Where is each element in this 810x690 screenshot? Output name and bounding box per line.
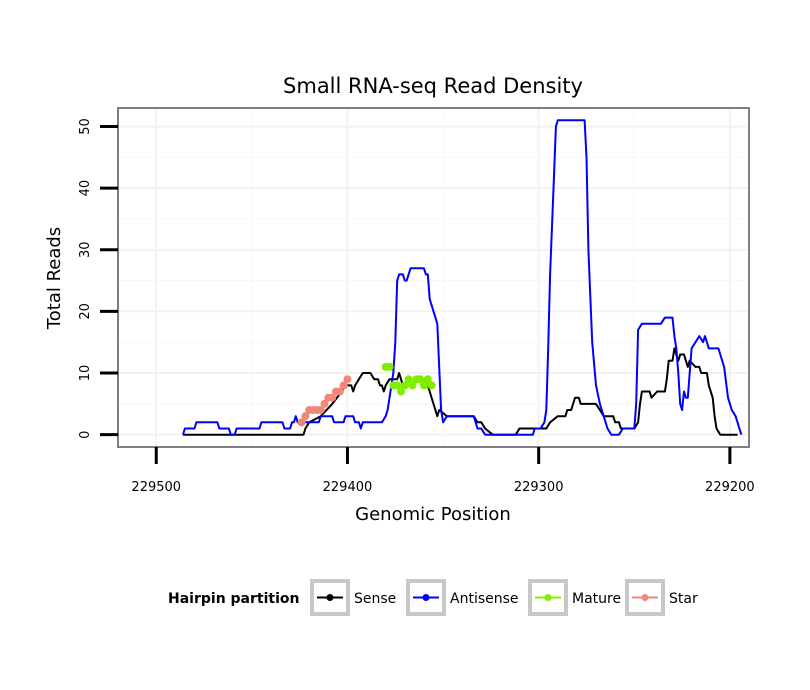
legend-label: Mature: [572, 591, 621, 607]
y-axis: 0 10 20 30 40 50: [78, 118, 118, 439]
mature-point: [404, 375, 413, 384]
star-point: [297, 418, 306, 427]
x-tick-label: 229400: [323, 480, 373, 495]
legend-item-antisense: Antisense: [406, 579, 519, 616]
mature-point: [400, 381, 409, 390]
series-layer: [182, 119, 743, 436]
legend-label: Antisense: [450, 591, 519, 607]
mature-point: [385, 362, 394, 371]
series-star: [297, 375, 352, 427]
chart-title: Small RNA-seq Read Density: [283, 74, 583, 98]
legend-item-mature: Mature: [528, 579, 621, 616]
star-point: [320, 399, 329, 408]
mature-point: [396, 387, 405, 396]
mature-point: [419, 381, 428, 390]
x-tick-label: 229200: [705, 480, 755, 495]
legend-label: Star: [669, 591, 698, 607]
star-point: [328, 393, 337, 402]
plot-panel: [118, 108, 749, 447]
series-sense: [183, 347, 738, 436]
star-point: [301, 412, 310, 421]
antisense-line: [182, 119, 743, 436]
legend-item-sense: Sense: [310, 579, 396, 616]
legend-label: Sense: [354, 591, 396, 607]
mature-point: [408, 381, 417, 390]
series-mature: [381, 362, 436, 396]
legend-key-point: [544, 594, 552, 601]
x-tick-label: 229300: [514, 480, 564, 495]
legend-items: Sense Antisense Mature Star: [310, 579, 698, 616]
mature-point: [427, 381, 436, 390]
mature-point: [423, 375, 432, 384]
y-tick-label: 30: [78, 241, 93, 258]
legend-key-point: [641, 594, 649, 601]
mature-point: [393, 381, 402, 390]
y-tick-label: 0: [78, 431, 93, 439]
y-axis-label: Total Reads: [44, 227, 65, 330]
y-tick-label: 50: [78, 118, 93, 135]
legend-title: Hairpin partition: [168, 591, 299, 607]
star-point: [343, 375, 352, 384]
y-tick-label: 40: [78, 180, 93, 197]
legend: Hairpin partition Sense Antisense Mature St…: [168, 579, 698, 616]
x-axis: 229500 229400 229300 229200: [131, 447, 755, 495]
legend-key-point: [326, 594, 334, 601]
sense-line: [183, 347, 738, 436]
legend-key-point: [422, 594, 430, 601]
plot-border: [117, 107, 750, 448]
series-antisense: [182, 119, 743, 436]
x-axis-label: Genomic Position: [355, 504, 511, 525]
y-tick-label: 20: [78, 303, 93, 320]
star-point: [335, 387, 344, 396]
star-point: [339, 381, 348, 390]
y-tick-label: 10: [78, 365, 93, 382]
legend-item-star: Star: [625, 579, 698, 616]
x-tick-label: 229500: [131, 480, 181, 495]
mature-point: [416, 375, 425, 384]
star-point: [316, 406, 325, 415]
